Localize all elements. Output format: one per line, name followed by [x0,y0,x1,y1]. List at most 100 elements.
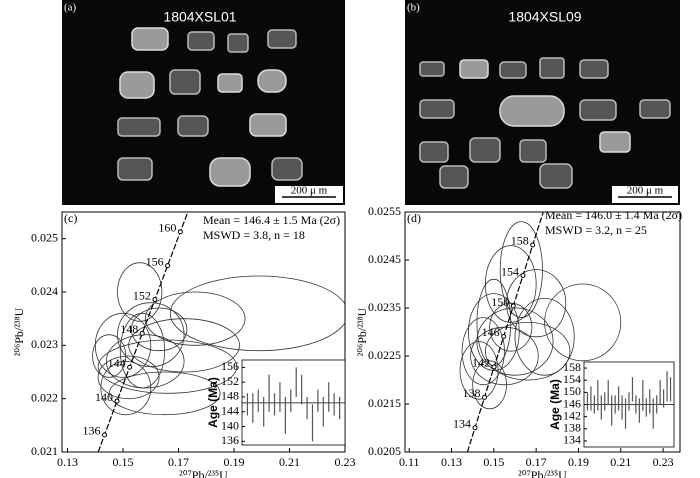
ellipses [92,262,345,416]
age-tick [102,432,108,438]
age-tick [501,333,507,339]
age-tick [530,242,536,248]
x-tick-label: 0.15 [113,455,134,469]
plot-frame [404,211,681,453]
inset-tick-label: 144 [221,403,239,417]
error-ellipse [461,317,505,386]
error-ellipse [499,221,543,319]
cl-image-b [405,0,680,205]
error-ellipse [144,291,246,346]
age-label: 152 [133,288,151,302]
x-tick-label: 0.19 [568,455,589,469]
age-label: 136 [83,424,101,438]
x-tick-label: 0.13 [441,455,462,469]
error-ellipse [169,275,345,352]
error-ellipse [506,269,567,338]
panel-label: (d) [407,211,421,225]
age-label: 138 [462,386,480,400]
error-ellipse [472,360,507,410]
x-tick-label: 0.23 [335,455,356,469]
y-tick-label: 0.0225 [368,348,401,362]
x-axis-label: ²⁰⁷Pb/²³⁵U [518,468,567,478]
y-tick-label: 0.021 [31,444,58,458]
x-tick-label: 0.21 [279,455,300,469]
plot-frame [61,211,346,453]
x-tick-label: 0.13 [57,455,78,469]
inset-tick-label: 146 [563,396,581,410]
panel-label: (b) [407,2,420,14]
age-tick [472,425,478,431]
inset-tick-label: 150 [563,384,581,398]
inset-tick-label: 154 [563,372,581,386]
panel-label: (a) [64,2,77,14]
panel-label: (c) [64,211,77,225]
x-tick-label: 0.23 [653,455,674,469]
y-tick-label: 0.0235 [368,300,401,314]
age-label: 144 [108,356,126,370]
age-tick [114,398,120,404]
x-tick-label: 0.17 [168,455,189,469]
inset-tick-label: 158 [563,360,581,374]
y-tick-label: 0.024 [31,284,58,298]
age-label: 146 [482,325,500,339]
annotation: MSWD = 3.2, n = 25 [545,223,647,237]
error-ellipse [489,302,533,352]
error-ellipse [514,297,575,376]
concordia-curve [466,212,544,452]
age-tick [481,394,487,400]
age-label: 142 [472,356,490,370]
age-tick [510,303,516,309]
ellipses [459,221,622,410]
x-axis-label: ²⁰⁷Pb/²³⁵U [179,468,228,478]
age-label: 156 [146,254,164,268]
age-label: 160 [158,220,176,234]
y-tick-label: 0.0245 [368,252,401,266]
error-ellipse [94,312,152,378]
concordia-curve [97,212,189,452]
y-tick-label: 0.022 [31,390,58,404]
y-tick-label: 0.025 [31,230,58,244]
y-axis-label: ²⁰⁶Pb/²³⁸U [355,307,369,356]
cl-image-a [62,0,345,205]
error-ellipse [97,355,160,400]
age-tick [177,229,183,235]
inset-tick-label: 136 [221,433,239,447]
image-title: 1804XSL09 [508,9,581,25]
inset-tick-label: 156 [221,359,239,373]
age-tick [491,364,497,370]
inset-tick-label: 142 [563,408,581,422]
age-label: 140 [95,390,113,404]
age-label: 158 [511,234,529,248]
annotation: Mean = 146.4 ± 1.5 Ma (2σ) [203,213,340,227]
y-tick-label: 0.023 [31,337,58,351]
age-tick [139,330,145,336]
x-tick-label: 0.17 [526,455,547,469]
x-tick-label: 0.19 [224,455,245,469]
inset-y-label: Age (Ma) [206,377,220,428]
age-label: 150 [491,295,509,309]
x-tick-label: 0.15 [483,455,504,469]
age-tick [127,364,133,370]
y-axis-label: ²⁰⁶Pb/²³⁸U [12,307,26,356]
error-ellipse [130,307,188,352]
error-ellipse [108,371,221,416]
inset-tick-label: 152 [221,374,239,388]
x-tick-label: 0.11 [399,455,420,469]
error-ellipse [128,318,240,373]
age-tick [520,273,526,279]
error-ellipse [100,360,152,416]
error-ellipse [468,293,520,371]
annotation: Mean = 146.0 ± 1.4 Ma (2σ) [545,208,682,222]
scale-label: 200 μ m [291,185,328,197]
y-tick-label: 0.0205 [368,444,401,458]
error-ellipse [544,283,622,362]
inset-tick-label: 134 [563,433,581,447]
image-title: 1804XSL01 [163,9,236,25]
inset-tick-label: 148 [221,389,239,403]
error-ellipse [97,339,238,394]
age-label: 134 [453,417,471,431]
age-tick [165,263,171,269]
error-ellipse [117,262,163,322]
age-label: 154 [501,264,519,278]
